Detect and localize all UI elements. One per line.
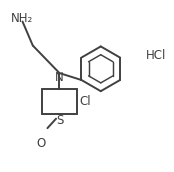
Text: HCl: HCl bbox=[146, 49, 166, 62]
Text: S: S bbox=[56, 114, 63, 127]
Text: O: O bbox=[37, 137, 46, 150]
Text: N: N bbox=[55, 71, 64, 84]
Text: NH₂: NH₂ bbox=[10, 12, 33, 25]
Text: Cl: Cl bbox=[79, 95, 91, 109]
